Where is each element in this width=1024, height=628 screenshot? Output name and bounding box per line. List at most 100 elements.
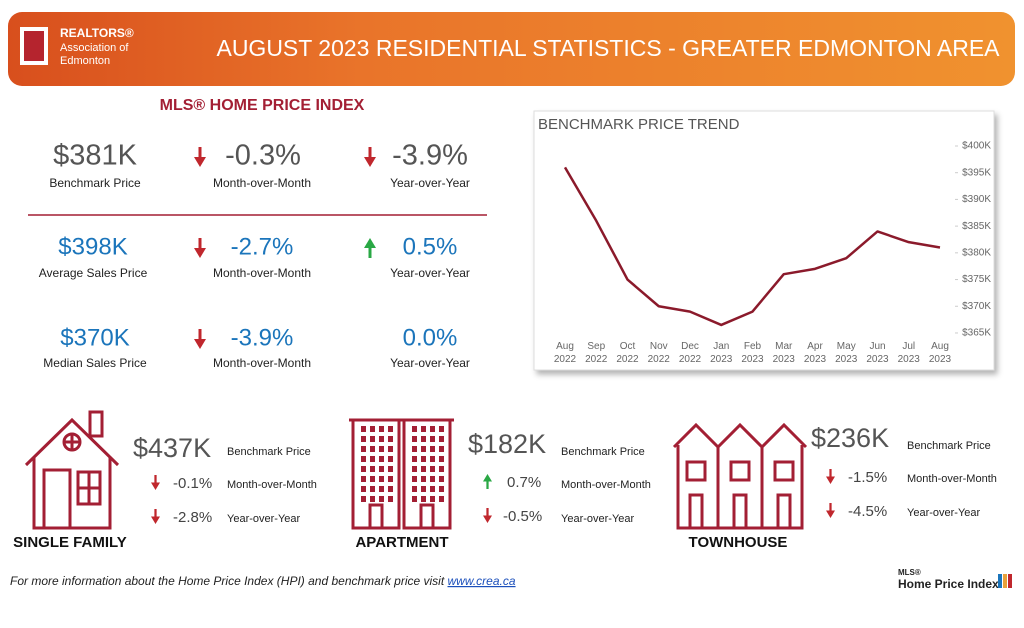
window xyxy=(412,446,417,452)
window xyxy=(370,496,375,502)
type-label: Month-over-Month xyxy=(907,473,997,485)
stat-value: -0.3% xyxy=(225,140,301,172)
townhouse-icon xyxy=(672,422,808,530)
window xyxy=(439,486,444,492)
type-label: Month-over-Month xyxy=(561,479,651,491)
window xyxy=(388,426,393,432)
window xyxy=(361,426,366,432)
x-tick-label: Sep 2022 xyxy=(585,341,608,365)
header-banner xyxy=(8,12,1015,86)
window xyxy=(361,496,366,502)
window xyxy=(379,466,384,472)
stat-label: Median Sales Price xyxy=(43,356,147,370)
y-tick-label: $380K xyxy=(962,247,991,258)
window xyxy=(439,466,444,472)
down-arrow xyxy=(151,475,160,490)
window xyxy=(430,486,435,492)
stat-label: Year-over-Year xyxy=(390,176,470,190)
window xyxy=(361,446,366,452)
window xyxy=(379,446,384,452)
x-tick-label: Oct 2022 xyxy=(616,341,639,365)
x-tick-label: Mar 2023 xyxy=(773,341,796,365)
y-tick-label: $395K xyxy=(962,167,991,178)
mls-logo-text: Home Price Index xyxy=(898,577,999,591)
type-change: -2.8% xyxy=(173,509,212,526)
window xyxy=(430,466,435,472)
section-title: MLS® HOME PRICE INDEX xyxy=(160,97,365,114)
window xyxy=(421,436,426,442)
down-arrow xyxy=(483,508,492,523)
window xyxy=(439,436,444,442)
footer-note: For more information about the Home Pric… xyxy=(10,574,516,588)
x-tick-label: Nov 2022 xyxy=(648,341,671,365)
footer-link[interactable]: www.crea.ca xyxy=(448,574,516,588)
window xyxy=(379,476,384,482)
type-label: Benchmark Price xyxy=(227,446,311,458)
y-tick-label: $400K xyxy=(962,141,991,152)
type-name: TOWNHOUSE xyxy=(689,534,788,551)
mls-logo-mark xyxy=(998,574,1002,588)
window xyxy=(379,426,384,432)
type-label: Year-over-Year xyxy=(561,513,635,525)
window xyxy=(421,466,426,472)
logo-mark-inner xyxy=(24,31,44,61)
window xyxy=(439,496,444,502)
apartment-icon xyxy=(349,418,454,530)
window xyxy=(421,476,426,482)
up-arrow xyxy=(364,238,376,258)
window xyxy=(412,466,417,472)
down-arrow xyxy=(826,503,835,518)
window xyxy=(439,426,444,432)
type-change: -4.5% xyxy=(848,503,887,520)
window xyxy=(379,496,384,502)
window xyxy=(361,436,366,442)
type-label: Year-over-Year xyxy=(227,513,301,525)
down-arrow xyxy=(194,238,206,258)
trend-line xyxy=(563,166,941,327)
type-change: -0.1% xyxy=(173,475,212,492)
stat-label: Month-over-Month xyxy=(213,176,311,190)
window xyxy=(379,436,384,442)
stat-value: 0.0% xyxy=(403,324,458,351)
window xyxy=(439,456,444,462)
stat-value: -3.9% xyxy=(392,140,468,172)
window xyxy=(370,426,375,432)
window xyxy=(379,456,384,462)
window xyxy=(439,446,444,452)
type-label: Year-over-Year xyxy=(907,507,981,519)
window xyxy=(421,446,426,452)
type-name: APARTMENT xyxy=(355,534,448,551)
window xyxy=(379,486,384,492)
window xyxy=(430,436,435,442)
y-tick-label: $390K xyxy=(962,194,991,205)
window xyxy=(388,436,393,442)
window xyxy=(430,476,435,482)
x-tick-label: Jul 2023 xyxy=(898,341,921,365)
stat-label: Benchmark Price xyxy=(49,176,141,190)
logo-text: Edmonton xyxy=(60,55,110,67)
y-tick-label: $385K xyxy=(962,221,991,232)
stat-label: Year-over-Year xyxy=(390,266,470,280)
down-arrow xyxy=(364,147,376,167)
mls-logo-mark xyxy=(1003,574,1007,588)
window xyxy=(388,466,393,472)
window xyxy=(370,446,375,452)
window xyxy=(412,436,417,442)
window xyxy=(370,486,375,492)
x-tick-label: Jun 2023 xyxy=(866,341,889,365)
type-value: $182K xyxy=(468,429,546,459)
x-tick-label: Aug 2023 xyxy=(929,341,952,365)
chart: $365K $370K $375K $380K $385K $390K $395K $400K… xyxy=(554,141,991,365)
window xyxy=(412,476,417,482)
stat-label: Month-over-Month xyxy=(213,266,311,280)
type-change: 0.7% xyxy=(507,474,541,491)
window xyxy=(370,466,375,472)
page-title: AUGUST 2023 RESIDENTIAL STATISTICS - GRE… xyxy=(216,35,1000,61)
window xyxy=(412,496,417,502)
up-arrow xyxy=(483,474,492,489)
window xyxy=(388,496,393,502)
stat-label: Year-over-Year xyxy=(390,356,470,370)
window xyxy=(430,456,435,462)
window xyxy=(370,456,375,462)
